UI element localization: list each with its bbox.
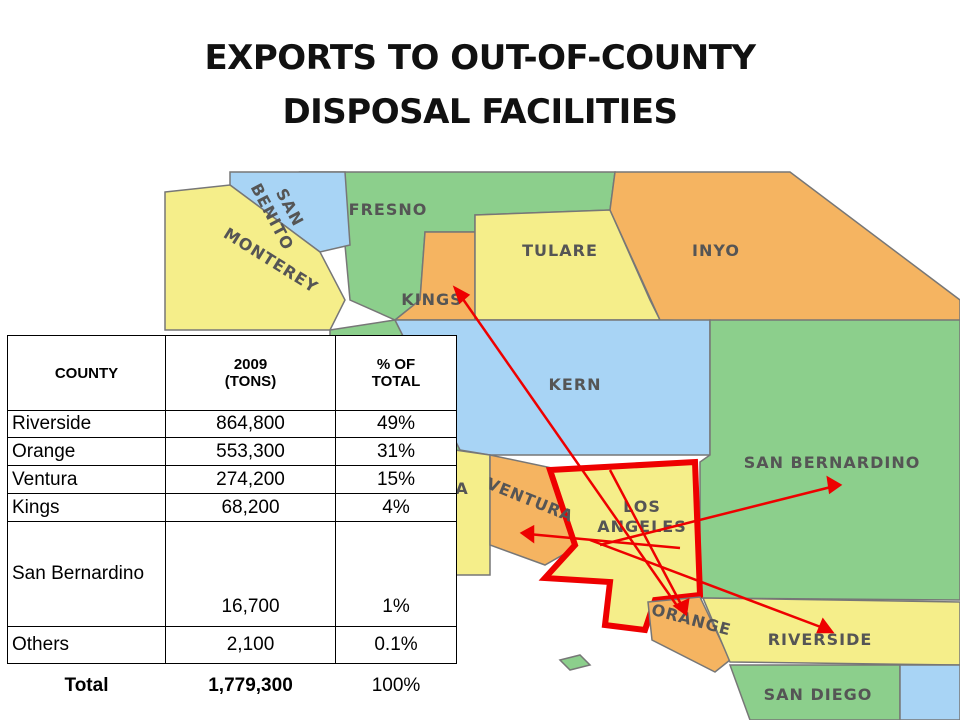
cell: 0.1% [335, 626, 457, 664]
cell: 16,700 [165, 521, 336, 627]
county [229, 171, 351, 253]
arrows [452, 285, 843, 634]
table-row: Ventura 274,200 15% [7, 465, 457, 494]
arrowhead [672, 597, 690, 617]
exports-table: COUNTY 2009 (TONS)% OF TOTAL Riverside 864,80… [7, 335, 457, 708]
county-label: TULARE [522, 241, 598, 260]
arrowhead [826, 475, 843, 495]
header-text: (TONS) [224, 373, 277, 390]
header-text: % OF [376, 356, 416, 373]
county-label: INYO [692, 241, 740, 260]
cell: 68,200 [165, 493, 336, 522]
cell: 1% [335, 521, 457, 627]
island [558, 654, 592, 671]
header-cell: 2009 (TONS) [165, 335, 336, 411]
table-row: Orange 553,300 31% [7, 437, 457, 466]
header-text: 2009 [233, 356, 268, 373]
cell: Ventura [7, 465, 166, 494]
county-label: A [455, 479, 468, 498]
county-label: RIVERSIDE [768, 630, 873, 649]
county [538, 458, 704, 634]
county [454, 449, 491, 576]
header-cell: COUNTY [7, 335, 166, 411]
cell: 2,100 [165, 626, 336, 664]
county-label: SAN BERNARDINO [744, 453, 921, 472]
county [899, 664, 960, 720]
arrow [608, 469, 685, 609]
title-line: EXPORTS TO OUT-OF-COUNTY [204, 38, 756, 78]
cell: Orange [7, 437, 166, 466]
cell: 553,300 [165, 437, 336, 466]
arrowhead [519, 524, 535, 544]
arrow [527, 532, 681, 550]
cell: 31% [335, 437, 457, 466]
county-label: KINGS [401, 290, 462, 309]
arrow [599, 484, 836, 547]
header-row: COUNTY 2009 (TONS)% OF TOTAL [7, 335, 457, 411]
cell: Others [7, 626, 166, 664]
cell: Riverside [7, 410, 166, 438]
total-cell: 100% [371, 675, 421, 696]
arrowhead [816, 617, 835, 634]
cell: 274,200 [165, 465, 336, 494]
table-row: Others 2,100 0.1% [7, 626, 457, 664]
header-text: TOTAL [371, 373, 421, 390]
arrow [589, 538, 827, 631]
county-label: KERN [548, 375, 601, 394]
county-label: FRESNO [349, 200, 428, 219]
table-row: Riverside 864,800 49% [7, 410, 457, 438]
table-row: Kings 68,200 4% [7, 493, 457, 522]
county [647, 596, 731, 673]
header-cell: % OF TOTAL [335, 335, 457, 411]
county [728, 664, 901, 720]
table-row: San Bernardino 16,700 1% [7, 521, 457, 627]
header-text: COUNTY [54, 364, 119, 382]
cell: 864,800 [165, 410, 336, 438]
county-label: SAN DIEGO [764, 685, 873, 704]
cell: San Bernardino [7, 521, 166, 627]
cell: 4% [335, 493, 457, 522]
arrow [456, 291, 682, 611]
total-row: Total 1,779,300 100% [8, 664, 457, 709]
arrowhead [452, 285, 471, 305]
total-cell: Total [64, 675, 109, 696]
county [609, 171, 960, 326]
county [164, 184, 346, 331]
cell: 49% [335, 410, 457, 438]
counties [164, 171, 960, 720]
title-line: DISPOSAL FACILITIES [282, 92, 678, 132]
cell: Kings [7, 493, 166, 522]
total-cell: 1,779,300 [208, 675, 293, 696]
cell: 15% [335, 465, 457, 494]
